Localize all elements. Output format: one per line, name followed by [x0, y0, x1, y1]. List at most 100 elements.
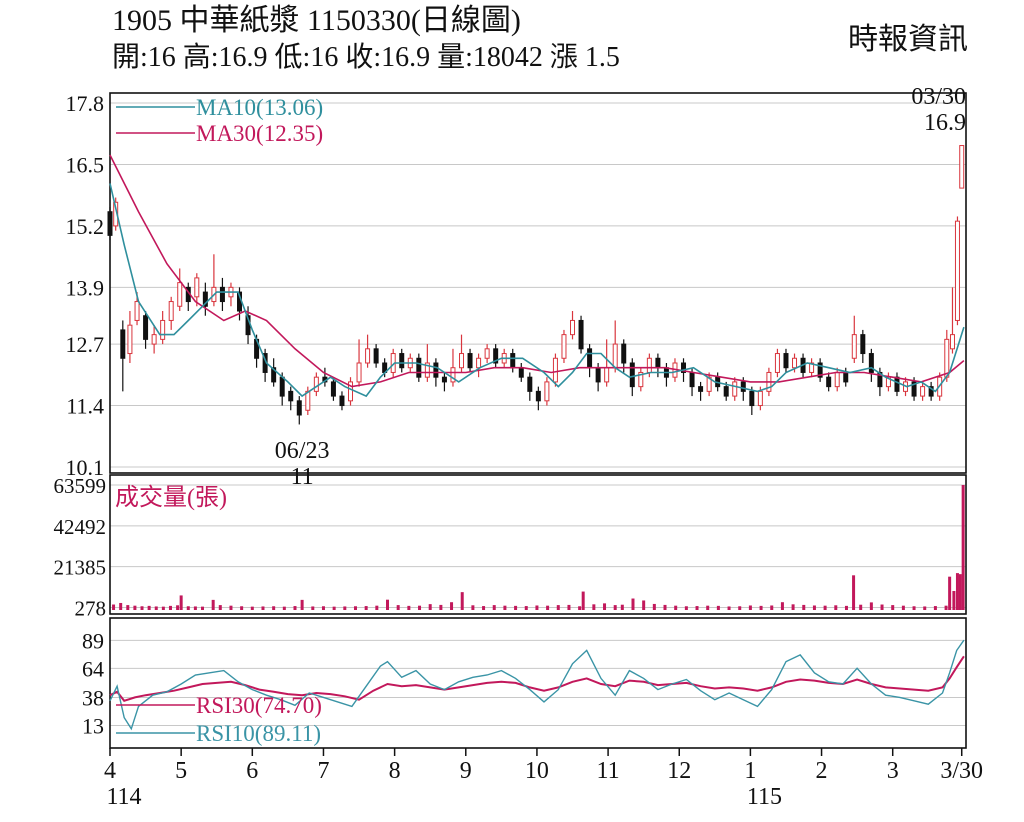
- volume-bar: [631, 598, 635, 610]
- volume-bar: [396, 605, 400, 610]
- high-value-annotation: 16.9: [924, 110, 966, 136]
- grid-lines: [110, 102, 966, 726]
- volume-bar: [343, 606, 347, 610]
- year-label: 114: [106, 784, 141, 810]
- candle-body: [834, 371, 840, 388]
- candle-body: [629, 362, 635, 388]
- volume-bar: [695, 606, 699, 610]
- candle-body: [604, 367, 610, 383]
- indicator-lines: [109, 154, 965, 731]
- candle-body: [860, 334, 866, 355]
- volume-bar: [944, 605, 948, 610]
- volume-bar: [844, 605, 848, 610]
- volume-bar: [613, 605, 617, 610]
- candle-body: [288, 390, 294, 402]
- candle-body: [151, 334, 157, 345]
- volume-bar: [450, 602, 454, 610]
- low-value-annotation: 11: [291, 464, 314, 490]
- candle-body: [305, 390, 311, 411]
- candle-body: [518, 367, 524, 378]
- volume-bar: [211, 599, 215, 610]
- candle-body: [535, 390, 541, 402]
- x-tick-label: 10: [525, 758, 549, 784]
- candle-body: [433, 362, 439, 378]
- x-tick-label: 3: [887, 758, 899, 784]
- x-tick-label: 8: [389, 758, 401, 784]
- volume-bar: [955, 573, 959, 610]
- volume-bar: [581, 591, 585, 610]
- volume-bar: [674, 605, 678, 610]
- candle-body: [843, 371, 849, 383]
- candle-body: [339, 395, 345, 407]
- volume-bar: [179, 595, 183, 610]
- volume-bar: [250, 606, 254, 610]
- volume-bar: [642, 600, 646, 610]
- candle-body: [476, 357, 482, 369]
- volume-bar: [311, 606, 315, 610]
- volume-bar: [880, 604, 884, 610]
- volume-bar: [229, 605, 233, 610]
- volume-bar: [140, 606, 144, 610]
- volume-bar: [133, 605, 137, 610]
- ma10-line: [109, 183, 965, 398]
- volume-bar: [958, 574, 962, 610]
- volume-bar: [282, 606, 286, 610]
- volume-bar: [261, 606, 265, 610]
- rsi10-line: [109, 639, 965, 731]
- volume-bar: [738, 606, 742, 610]
- volume-bar: [716, 605, 720, 610]
- volume-bar: [119, 602, 123, 610]
- volume-ytick-label: 42492: [54, 515, 107, 539]
- volume-ytick-label: 21385: [54, 556, 107, 580]
- volume-bar: [321, 606, 325, 610]
- volume-bar: [272, 606, 276, 610]
- candle-body: [510, 353, 516, 369]
- candle-body: [134, 301, 140, 321]
- candle-body: [561, 334, 567, 359]
- panel-frame: [109, 474, 967, 615]
- volume-bar: [112, 604, 116, 610]
- candle-body: [441, 376, 447, 383]
- candle-body: [851, 334, 857, 359]
- candle-body: [774, 353, 780, 373]
- candle-body: [749, 390, 755, 407]
- candle-body: [168, 301, 174, 321]
- volume-bar: [869, 602, 873, 610]
- candle-body: [595, 367, 601, 383]
- volume-bar: [802, 604, 806, 610]
- volume-bars: [112, 485, 965, 610]
- volume-bar: [592, 604, 596, 610]
- x-tick-label: 12: [667, 758, 691, 784]
- volume-bar: [546, 605, 550, 610]
- candle-body: [894, 376, 900, 392]
- chart-title: 1905 中華紙漿 1150330(日線圖): [112, 4, 521, 37]
- rsi-legend-label: RSI30(74.70): [196, 693, 322, 718]
- volume-bar: [663, 604, 667, 610]
- candle-body: [271, 367, 277, 383]
- candle-body: [954, 220, 960, 321]
- x-tick-label: 9: [460, 758, 472, 784]
- volume-bar: [147, 605, 151, 610]
- volume-bar: [603, 603, 607, 610]
- volume-bar: [418, 605, 422, 610]
- candle-body: [450, 367, 456, 383]
- candle-body: [424, 362, 430, 378]
- volume-bar: [748, 605, 752, 610]
- candle-body: [493, 348, 499, 364]
- price-ytick-label: 17.8: [66, 91, 105, 116]
- volume-bar: [332, 606, 336, 610]
- volume-bar: [952, 590, 956, 610]
- candle-body: [330, 381, 336, 397]
- volume-bar: [240, 606, 244, 610]
- candle-body: [681, 362, 687, 373]
- low-date-annotation: 06/23: [275, 438, 330, 464]
- candle-body: [587, 348, 593, 369]
- volume-bar: [859, 604, 863, 610]
- candle-body: [809, 362, 815, 373]
- price-ytick-label: 15.2: [66, 214, 105, 239]
- panel-frames: [109, 92, 967, 756]
- volume-bar: [364, 606, 368, 610]
- candle-body: [484, 348, 490, 359]
- candle-body: [655, 357, 661, 369]
